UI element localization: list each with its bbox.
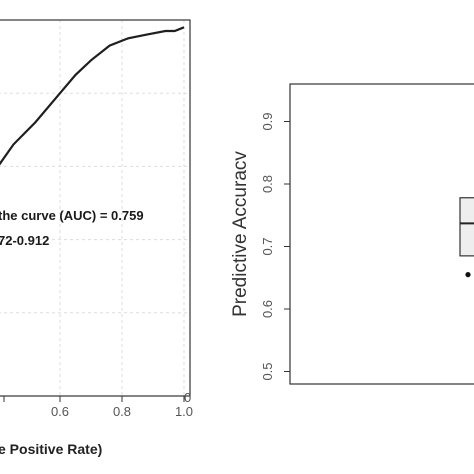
roc-x-tick-label: 0.6: [51, 404, 69, 419]
roc-x-tick-label: 0.8: [113, 404, 131, 419]
box-y-ticks: 0.5 0.6 0.7 0.8 0.9: [260, 112, 290, 381]
box-outliers: [465, 272, 471, 278]
roc-x-ticks: 0.6 0.8 1.0: [3, 396, 193, 419]
box-y-tick-label: 0.6: [260, 300, 275, 318]
box-y-tick-label: 0.5: [260, 362, 275, 380]
roc-ci-annotation: 72-0.912: [0, 233, 49, 248]
box-plot-frame: [289, 83, 474, 385]
box-y-tick-label: 0.7: [260, 237, 275, 255]
roc-curve-line: [0, 26, 185, 166]
roc-grid: [0, 20, 190, 396]
box-panel: 0.5 0.6 0.7 0.8 0.9 Predictive Accuracv: [230, 83, 474, 385]
box-y-tick-label: 0.9: [260, 112, 275, 130]
box-outlier-point: [465, 272, 471, 278]
roc-x-tick-extra: 0: [184, 390, 191, 405]
roc-x-axis-label: e Positive Rate): [0, 441, 102, 457]
roc-plot-frame: [0, 19, 191, 397]
box-y-tick-label: 0.8: [260, 175, 275, 193]
box-y-axis-label: Predictive Accuracv: [230, 151, 251, 317]
box-iqr: [459, 197, 474, 257]
roc-panel: 0.6 0.8 1.0 0 the curve (AUC) = 0.759 72-0…: [0, 19, 193, 457]
roc-auc-annotation: the curve (AUC) = 0.759: [0, 208, 144, 223]
roc-x-tick-label: 1.0: [175, 404, 193, 419]
